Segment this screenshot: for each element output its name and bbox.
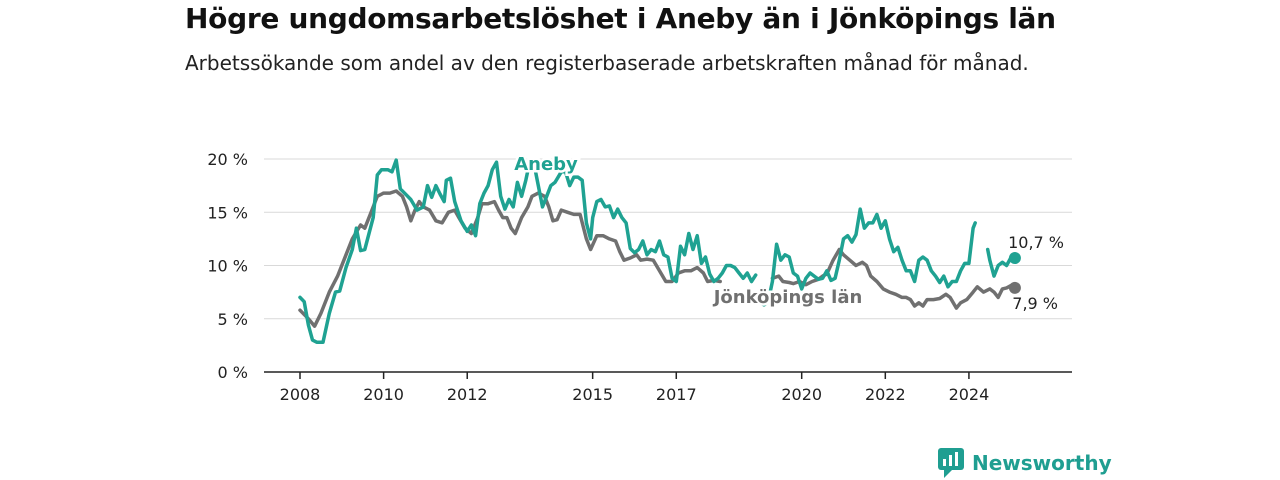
y-tick-label: 5 % [218,310,248,329]
chart-subtitle: Arbetssökande som andel av den registerb… [185,51,1029,75]
aneby-series-label: Aneby [514,154,578,175]
aneby-end-value: 10,7 % [1008,233,1064,252]
aneby-line [298,158,1017,344]
x-tick-label: 2008 [280,385,321,404]
chart-title: Högre ungdomsarbetslöshet i Aneby än i J… [185,2,1056,35]
x-tick-label: 2012 [447,385,488,404]
series-labels: Aneby Jönköpings län 10,7 % 7,9 % [512,152,1066,316]
y-axis-ticks: 0 % 5 % 10 % 15 % 20 % [207,150,248,382]
y-tick-label: 0 % [218,363,248,382]
jonkopings-lan-end-value: 7,9 % [1012,294,1058,313]
newsworthy-logo-icon [938,448,964,478]
x-tick-label: 2024 [949,385,990,404]
x-tick-label: 2010 [363,385,404,404]
x-tick-label: 2015 [572,385,613,404]
brand-name: Newsworthy [972,451,1112,475]
x-tick-label: 2017 [656,385,697,404]
jonkopings-lan-end-point [1008,281,1021,294]
x-tick-label: 2022 [865,385,906,404]
aneby-end-point [1008,252,1021,265]
y-tick-label: 10 % [207,257,248,276]
y-tick-label: 20 % [207,150,248,169]
series-lines [298,158,1021,344]
gridlines [264,158,1072,320]
x-tick-label: 2020 [781,385,822,404]
jonkopings-lan-series-label: Jönköpings län [712,287,863,308]
brand-logo: Newsworthy [938,448,1112,478]
y-tick-label: 15 % [207,203,248,222]
x-axis: 2008 2010 2012 2015 2017 2020 2022 2024 [264,371,1072,404]
jonkopings-lan-line [298,189,1017,328]
